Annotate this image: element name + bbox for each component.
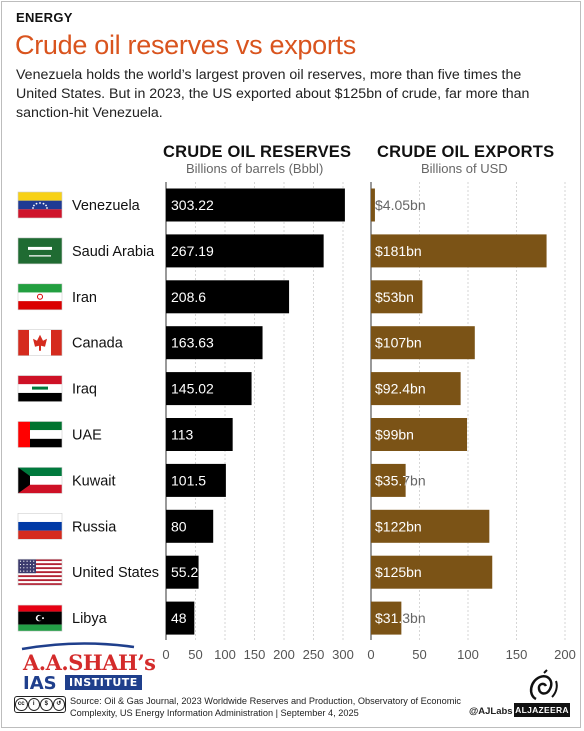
canada-flag-icon: [17, 329, 63, 357]
exports-chart-title: CRUDE OIL EXPORTS: [377, 143, 555, 161]
exports-value-label: $35.7bn: [375, 472, 426, 488]
russia-flag-icon: [17, 512, 63, 540]
iran-flag-icon: [17, 283, 63, 311]
reserves-tick-label: 200: [273, 647, 295, 662]
country-label: United States: [72, 565, 159, 581]
exports-value-label: $107bn: [375, 335, 422, 351]
uae-flag-icon: [17, 421, 63, 448]
reserves-bar: [166, 188, 345, 222]
exports-value-label: $4.05bn: [375, 197, 426, 213]
exports-tick-label: 0: [367, 647, 374, 662]
country-label: Saudi Arabia: [72, 244, 155, 260]
reserves-value-label: 208.6: [171, 289, 206, 305]
cc-icon: cc: [15, 698, 28, 711]
category-label: ENERGY: [16, 10, 73, 25]
exports-bar: [371, 326, 475, 360]
logo-swoosh-icon: [21, 642, 135, 651]
exports-value-label: $92.4bn: [375, 381, 426, 397]
country-label: Russia: [72, 519, 117, 535]
exports-bar: [371, 555, 493, 589]
watermark-line3: INSTITUTE: [65, 675, 142, 690]
reserves-tick-label: 50: [188, 647, 202, 662]
reserves-value-label: 113: [171, 427, 194, 443]
by-icon: i: [27, 698, 40, 711]
exports-bar: [371, 372, 461, 406]
libya-flag-icon: [17, 604, 63, 632]
watermark-line1: A.A.SHAH’s: [23, 650, 156, 675]
watermark-line2: IAS: [23, 673, 57, 694]
exports-tick-label: 200: [554, 647, 576, 662]
reserves-bar: [166, 463, 226, 497]
united-states-flag-icon: [17, 558, 63, 586]
exports-chart-subtitle: Billions of USD: [421, 161, 508, 176]
aljazeera-wordmark: ALJAZEERA: [514, 703, 570, 717]
reserves-tick-label: 250: [303, 647, 325, 662]
exports-value-label-overflow: $35.7bn: [375, 472, 426, 488]
venezuela-flag-icon: [17, 191, 63, 219]
saudi-arabia-flag-icon: [17, 237, 63, 265]
exports-tick-label: 100: [457, 647, 479, 662]
reserves-bar: [166, 326, 263, 360]
iraq-flag-icon: [17, 375, 63, 402]
exports-bar: [371, 188, 375, 222]
social-handle: @AJLabs: [469, 706, 513, 717]
country-label: Kuwait: [72, 473, 116, 489]
reserves-value-label: 145.02: [171, 381, 214, 397]
reserves-value-label: 80: [171, 518, 187, 534]
watermark-logo: A.A.SHAH’s IAS INSTITUTE: [20, 641, 156, 694]
exports-value-label: $122bn: [375, 518, 422, 534]
exports-tick-label: 150: [506, 647, 528, 662]
page-title: Crude oil reserves vs exports: [15, 30, 356, 60]
nc-icon: $: [40, 698, 53, 711]
reserves-value-label: 267.19: [171, 243, 214, 259]
exports-value-label: $125bn: [375, 564, 422, 580]
aljazeera-calligraphy-icon: [529, 669, 558, 701]
reserves-value-label: 303.22: [171, 197, 214, 213]
exports-bar: [371, 280, 423, 314]
reserves-bar: [166, 234, 324, 268]
reserves-bar: [166, 372, 252, 406]
country-label: Iraq: [72, 382, 97, 398]
reserves-chart-title: CRUDE OIL RESERVES: [163, 143, 352, 161]
exports-tick-label: 50: [412, 647, 426, 662]
page-subtitle: Venezuela holds the world’s largest prov…: [16, 67, 530, 121]
reserves-value-label: 163.63: [171, 335, 214, 351]
country-label: Libya: [72, 611, 108, 627]
reserves-value-label: 55.2: [171, 564, 198, 580]
reserves-bar: [166, 601, 195, 635]
creative-commons-badge: cc i $ ↺: [14, 696, 66, 713]
reserves-tick-label: 100: [214, 647, 236, 662]
exports-bar: [371, 418, 468, 451]
exports-bar: [371, 234, 547, 268]
exports-value-label-overflow: $4.05bn: [375, 197, 426, 213]
kuwait-flag-icon: [17, 467, 63, 494]
reserves-chart-subtitle: Billions of barrels (Bbbl): [186, 161, 324, 176]
reserves-tick-label: 0: [162, 647, 169, 662]
exports-bar: [371, 463, 406, 497]
reserves-tick-label: 150: [244, 647, 266, 662]
country-label: Canada: [72, 336, 124, 352]
country-label: UAE: [72, 428, 102, 444]
exports-value-label: $31.3bn: [375, 610, 426, 626]
exports-value-label-overflow: $31.3bn: [375, 610, 426, 626]
reserves-tick-label: 300: [332, 647, 354, 662]
reserves-bar: [166, 280, 290, 314]
reserves-bar: [166, 555, 199, 589]
exports-bar: [371, 509, 490, 543]
country-label: Venezuela: [72, 198, 141, 214]
source-note: Source: Oil & Gas Journal, 2023 Worldwid…: [70, 696, 461, 718]
aljazeera-logo: ALJAZEERA: [514, 669, 570, 719]
exports-value-label: $181bn: [375, 243, 422, 259]
sa-icon: ↺: [52, 698, 65, 711]
exports-value-label: $99bn: [375, 427, 414, 443]
exports-value-label: $53bn: [375, 289, 414, 305]
exports-bar: [371, 601, 402, 635]
reserves-bar: [166, 418, 233, 451]
country-label: Iran: [72, 290, 97, 306]
reserves-value-label: 101.5: [171, 472, 206, 488]
reserves-bar: [166, 509, 214, 543]
reserves-value-label: 48: [171, 610, 187, 626]
